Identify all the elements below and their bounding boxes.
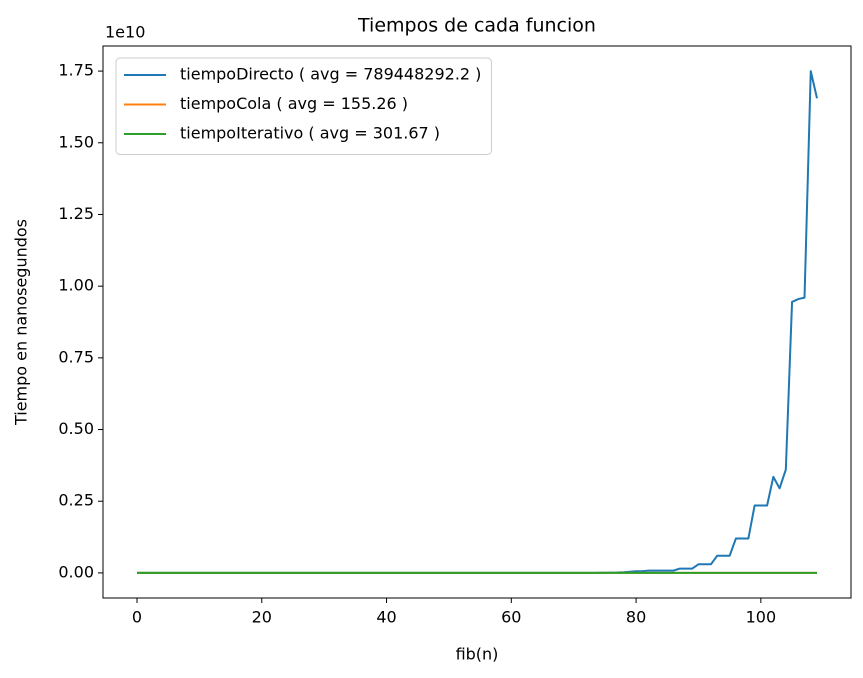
y-tick-label: 1.75 xyxy=(58,61,94,80)
x-tick-label: 100 xyxy=(746,608,777,627)
legend-label: tiempoDirecto ( avg = 789448292.2 ) xyxy=(180,65,481,84)
x-tick-label: 20 xyxy=(252,608,272,627)
x-tick-label: 60 xyxy=(501,608,521,627)
y-tick-label: 0.50 xyxy=(58,419,94,438)
legend: tiempoDirecto ( avg = 789448292.2 ) tiemp… xyxy=(115,57,492,155)
axes-frame xyxy=(102,45,852,599)
y-tick-label: 1.25 xyxy=(58,204,94,223)
x-tick-label: 40 xyxy=(376,608,396,627)
y-tick-label: 0.25 xyxy=(58,491,94,510)
x-axis-label: fib(n) xyxy=(456,645,499,664)
y-offset-label: 1e10 xyxy=(105,23,145,42)
x-tick-label: 80 xyxy=(626,608,646,627)
y-tick-label: 0.75 xyxy=(58,347,94,366)
legend-label: tiempoCola ( avg = 155.26 ) xyxy=(180,94,408,113)
legend-label: tiempoIterativo ( avg = 301.67 ) xyxy=(180,124,440,143)
y-tick-label: 0.00 xyxy=(58,562,94,581)
chart-title: Tiempos de cada funcion xyxy=(357,15,596,37)
y-tick-label: 1.50 xyxy=(58,132,94,151)
y-axis-label: Tiempo en nanosegundos xyxy=(12,219,31,426)
y-tick-label: 1.00 xyxy=(58,276,94,295)
x-tick-label: 0 xyxy=(132,608,142,627)
legend-box xyxy=(115,57,492,155)
